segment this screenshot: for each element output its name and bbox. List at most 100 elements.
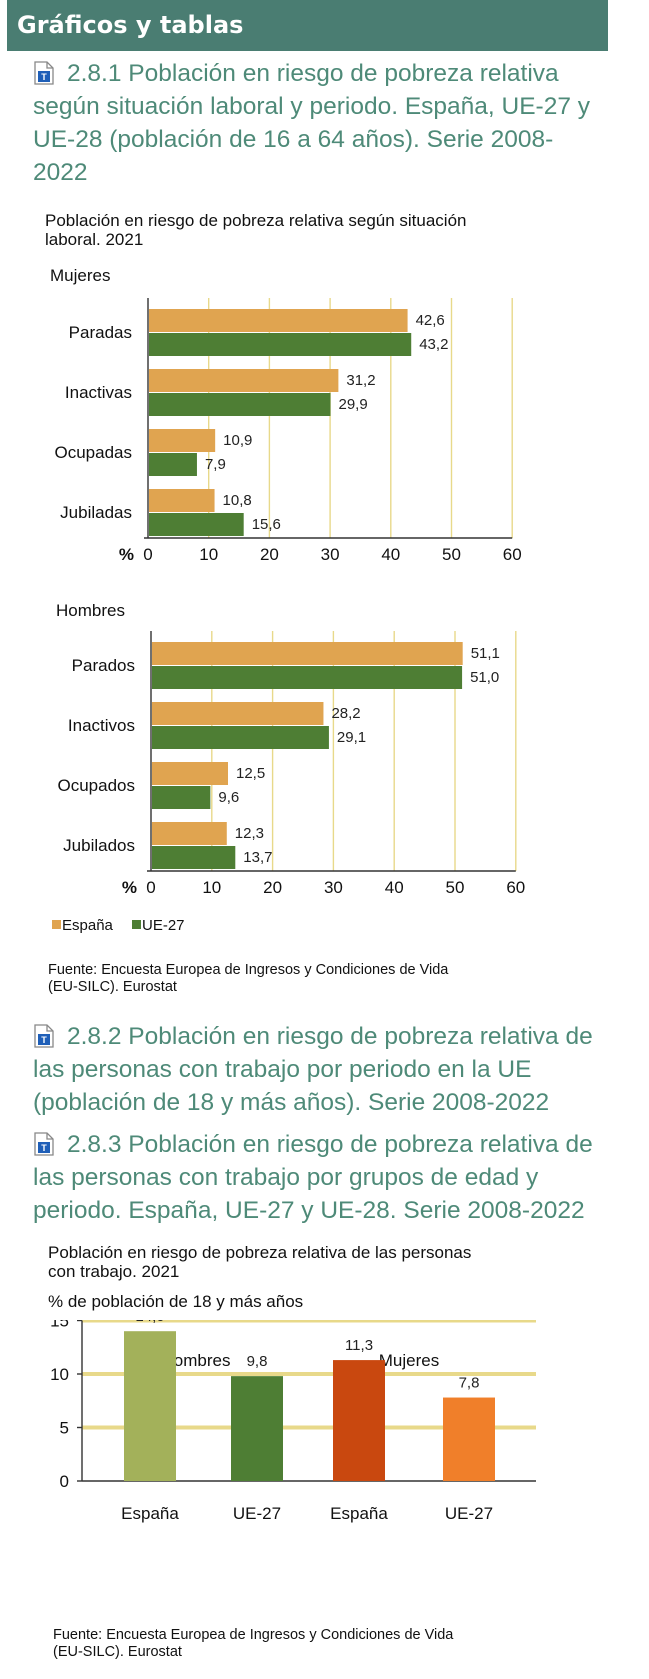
y-tick-label: 15 — [50, 1320, 69, 1331]
legend-label-ue27: UE-27 — [142, 917, 185, 934]
section-title: Gráficos y tablas — [17, 11, 244, 39]
chart1-source-line1: Fuente: Encuesta Europea de Ingresos y C… — [48, 962, 449, 978]
chart2-source: Fuente: Encuesta Europea de Ingresos y C… — [53, 1627, 453, 1661]
bar-espana — [152, 702, 324, 725]
chart2-source-line2: (EU-SILC). Eurostat — [53, 1644, 182, 1660]
bar-espana — [152, 762, 228, 785]
table-document-icon: T — [33, 61, 55, 85]
chart2-source-line1: Fuente: Encuesta Europea de Ingresos y C… — [53, 1627, 454, 1643]
data-label: 9,6 — [218, 789, 239, 806]
group-label-mujeres: Mujeres — [379, 1351, 439, 1370]
y-tick-label: 0 — [60, 1472, 69, 1491]
legend-swatch-espana — [52, 920, 61, 929]
table-link-2-8-2[interactable]: T 2.8.2 Población en riesgo de pobreza r… — [33, 1020, 593, 1119]
x-tick-label: 50 — [442, 545, 461, 564]
legend-swatch-ue27 — [132, 920, 141, 929]
bar-ue27 — [152, 726, 329, 749]
data-label: 29,1 — [337, 729, 366, 746]
x-axis-unit: % — [122, 878, 137, 897]
x-tick-label: 0 — [146, 878, 155, 897]
chart1-source: Fuente: Encuesta Europea de Ingresos y C… — [48, 962, 448, 996]
bar-ue27 — [149, 333, 412, 356]
bar-ue27 — [149, 513, 244, 536]
panel-title-mujeres: Mujeres — [50, 266, 110, 285]
chart2-title-line1: Población en riesgo de pobreza relativa … — [48, 1243, 472, 1262]
data-label: 11,3 — [345, 1337, 373, 1354]
table-document-icon: T — [33, 1024, 55, 1048]
x-category-label: España — [330, 1504, 388, 1523]
data-label: 43,2 — [419, 336, 448, 353]
category-label: Jubilados — [63, 836, 135, 855]
bar-espa-a — [124, 1331, 176, 1481]
data-label: 7,8 — [459, 1375, 480, 1392]
data-label: 51,1 — [471, 645, 500, 662]
category-label: Ocupados — [58, 776, 136, 795]
chart2-vertical-bars: Hombres Mujeres 0 5 10 15 14,0 España 9,8 UE-27 11… — [50, 1320, 536, 1523]
category-label: Inactivos — [68, 716, 135, 735]
chart1-source-line2: (EU-SILC). Eurostat — [48, 979, 177, 995]
svg-text:T: T — [41, 72, 47, 82]
data-label: 28,2 — [331, 705, 360, 722]
chart2-title-line2: con trabajo. 2021 — [48, 1262, 180, 1281]
x-tick-label: 30 — [324, 878, 343, 897]
x-category-label: UE-27 — [233, 1504, 281, 1523]
x-category-label: España — [121, 1504, 179, 1523]
x-tick-label: 20 — [263, 878, 282, 897]
bar-espa-a — [333, 1360, 385, 1481]
x-tick-label: 30 — [321, 545, 340, 564]
data-label: 14,0 — [135, 1320, 164, 1325]
y-tick-label: 10 — [50, 1365, 69, 1384]
category-label: Paradas — [69, 323, 132, 342]
data-label: 12,3 — [235, 825, 264, 842]
table-link-2-8-1[interactable]: T 2.8.1 Población en riesgo de pobreza r… — [33, 57, 593, 189]
bar-ue27 — [149, 453, 197, 476]
section-header: Gráficos y tablas — [7, 0, 608, 51]
data-label: 51,0 — [470, 669, 499, 686]
chart1-title-line2: laboral. 2021 — [45, 230, 144, 249]
x-tick-label: 40 — [385, 878, 404, 897]
x-tick-label: 10 — [202, 878, 221, 897]
data-label: 31,2 — [346, 372, 375, 389]
data-label: 10,8 — [223, 492, 252, 509]
bar-espana — [149, 369, 339, 392]
data-label: 13,7 — [243, 849, 272, 866]
data-label: 10,9 — [223, 432, 252, 449]
table-link-text[interactable]: 2.8.1 Población en riesgo de pobreza rel… — [33, 60, 591, 186]
legend-label-espana: España — [62, 917, 114, 934]
chart1-title-line1: Población en riesgo de pobreza relativa … — [45, 211, 467, 230]
y-tick-label: 5 — [60, 1419, 69, 1438]
bar-ue27 — [149, 393, 331, 416]
data-label: 15,6 — [252, 516, 281, 533]
bar-ue27 — [152, 666, 463, 689]
chart2-title: Población en riesgo de pobreza relativa … — [48, 1243, 471, 1281]
chart1-horizontal-bars: Mujeres 0 10 20 30 40 50 60% Paradas 42,6 43,2 Inac… — [50, 266, 525, 934]
bar-ue-27 — [443, 1397, 495, 1481]
bar-espana — [152, 642, 463, 665]
bar-espana — [149, 309, 408, 332]
group-label-hombres: Hombres — [162, 1351, 231, 1370]
chart2-subtitle: % de población de 18 y más años — [48, 1292, 304, 1311]
table-link-2-8-3[interactable]: T 2.8.3 Población en riesgo de pobreza r… — [33, 1128, 593, 1227]
category-label: Parados — [72, 656, 135, 675]
data-label: 42,6 — [416, 312, 445, 329]
x-tick-label: 0 — [143, 545, 152, 564]
x-category-label: UE-27 — [445, 1504, 493, 1523]
bar-ue27 — [152, 846, 236, 869]
data-label: 9,8 — [247, 1353, 268, 1370]
svg-text:T: T — [41, 1143, 47, 1153]
x-tick-label: 40 — [381, 545, 400, 564]
svg-text:T: T — [41, 1035, 47, 1045]
x-tick-label: 50 — [446, 878, 465, 897]
table-link-text[interactable]: 2.8.3 Población en riesgo de pobreza rel… — [33, 1131, 593, 1224]
bar-ue27 — [152, 786, 211, 809]
x-tick-label: 60 — [506, 878, 525, 897]
data-label: 12,5 — [236, 765, 265, 782]
chart1-title: Población en riesgo de pobreza relativa … — [45, 211, 467, 249]
bar-espana — [149, 429, 216, 452]
table-link-text[interactable]: 2.8.2 Población en riesgo de pobreza rel… — [33, 1023, 593, 1116]
data-label: 29,9 — [338, 396, 367, 413]
category-label: Ocupadas — [55, 443, 133, 462]
bar-ue-27 — [231, 1376, 283, 1481]
x-axis-unit: % — [119, 545, 134, 564]
table-document-icon: T — [33, 1132, 55, 1156]
